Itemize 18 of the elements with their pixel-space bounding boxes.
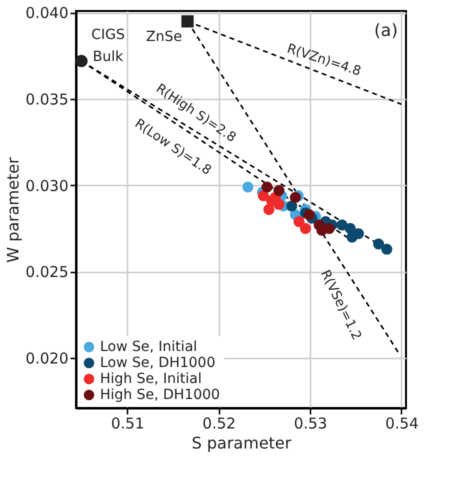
y-tick-label: 0.040 [26, 4, 68, 22]
y-tick-label: 0.035 [26, 90, 68, 109]
annotation: ZnSe [146, 29, 182, 45]
annotation: CIGS Bulk [91, 27, 125, 65]
legend-label: Low Se, DH1000 [100, 355, 216, 371]
y-axis-title: W parameter [4, 156, 23, 263]
y-tick-label: 0.025 [26, 263, 68, 282]
legend-label: High Se, Initial [100, 371, 202, 387]
x-tick-label: 0.51 [110, 414, 144, 432]
annotation: (a) [374, 21, 398, 41]
y-tick-label: 0.020 [26, 349, 68, 368]
x-tick-label: 0.52 [202, 414, 236, 432]
x-tick-label: 0.53 [294, 414, 328, 432]
x-axis-title: S parameter [192, 434, 292, 452]
legend-label: High Se, DH1000 [100, 387, 220, 403]
x-tick-label: 0.54 [385, 414, 419, 432]
y-tick-label: 0.030 [26, 176, 68, 195]
legend-label: Low Se, Initial [100, 339, 198, 355]
